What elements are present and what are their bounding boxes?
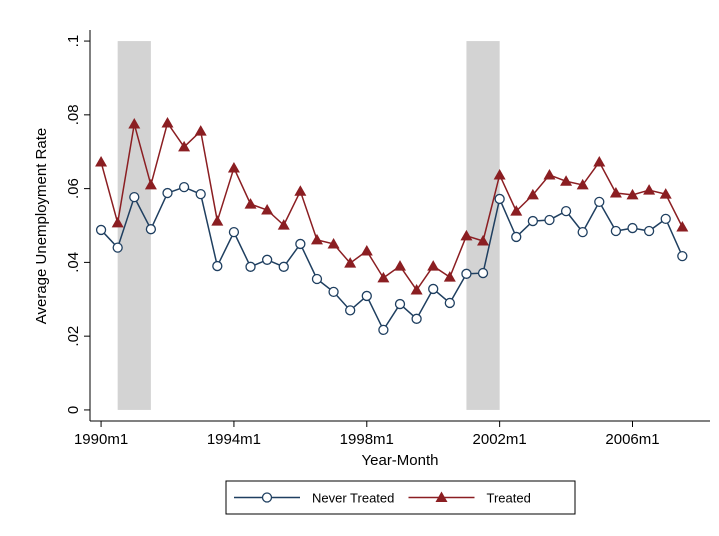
marker bbox=[377, 271, 390, 283]
marker bbox=[145, 224, 157, 235]
y-tick-label: .04 bbox=[65, 252, 82, 273]
y-tick-label: .06 bbox=[65, 178, 82, 199]
marker bbox=[443, 271, 456, 282]
marker bbox=[212, 260, 223, 272]
marker bbox=[544, 214, 555, 226]
marker bbox=[95, 156, 108, 167]
marker bbox=[261, 492, 273, 503]
marker bbox=[195, 188, 206, 200]
marker bbox=[328, 286, 339, 298]
marker bbox=[178, 181, 190, 193]
marker bbox=[594, 196, 605, 208]
marker bbox=[659, 188, 672, 199]
marker bbox=[394, 260, 406, 271]
marker bbox=[310, 233, 323, 245]
marker bbox=[410, 284, 423, 295]
marker bbox=[211, 215, 224, 226]
marker bbox=[278, 261, 289, 272]
y-tick-label: 0 bbox=[65, 406, 82, 414]
shaded-region bbox=[466, 41, 500, 410]
marker bbox=[261, 254, 273, 265]
marker bbox=[411, 313, 422, 324]
x-tick-label: 1998m1 bbox=[340, 431, 394, 448]
marker bbox=[277, 219, 290, 230]
marker bbox=[609, 187, 622, 198]
marker bbox=[228, 226, 240, 238]
marker bbox=[461, 268, 472, 279]
marker bbox=[244, 198, 257, 209]
marker bbox=[378, 324, 389, 336]
marker bbox=[428, 283, 439, 295]
x-axis-label: Year-Month bbox=[362, 452, 439, 469]
marker bbox=[676, 220, 689, 232]
marker bbox=[361, 290, 372, 302]
marker bbox=[344, 257, 357, 268]
x-tick-label: 2006m1 bbox=[605, 431, 659, 448]
marker bbox=[477, 267, 489, 279]
marker bbox=[345, 305, 356, 316]
marker bbox=[427, 260, 440, 271]
marker bbox=[245, 261, 256, 272]
marker bbox=[294, 185, 307, 196]
marker bbox=[511, 231, 522, 243]
marker bbox=[627, 222, 638, 234]
marker bbox=[144, 178, 157, 190]
marker bbox=[593, 156, 606, 167]
y-tick-label: .08 bbox=[65, 104, 82, 125]
y-tick-label: .02 bbox=[65, 326, 82, 347]
marker bbox=[435, 491, 448, 502]
marker bbox=[444, 297, 455, 309]
marker bbox=[162, 187, 173, 199]
marker bbox=[493, 168, 506, 180]
shaded-region bbox=[117, 41, 151, 410]
y-tick-label: .1 bbox=[65, 35, 82, 48]
marker bbox=[526, 188, 539, 200]
marker bbox=[560, 205, 572, 217]
marker bbox=[261, 204, 274, 215]
marker bbox=[527, 215, 539, 227]
marker bbox=[327, 237, 340, 249]
legend-label: Never Treated bbox=[312, 491, 394, 506]
marker bbox=[677, 250, 688, 262]
marker bbox=[543, 168, 556, 180]
x-tick-label: 1990m1 bbox=[74, 431, 128, 448]
marker bbox=[576, 178, 589, 190]
marker bbox=[360, 244, 373, 256]
marker bbox=[460, 229, 473, 241]
marker bbox=[111, 216, 124, 228]
marker bbox=[660, 213, 671, 225]
marker bbox=[643, 184, 656, 195]
marker bbox=[129, 191, 140, 203]
marker bbox=[128, 118, 141, 129]
marker bbox=[95, 224, 107, 236]
x-tick-label: 2002m1 bbox=[473, 431, 527, 448]
legend-label: Treated bbox=[487, 491, 531, 506]
marker bbox=[311, 273, 323, 285]
marker bbox=[626, 188, 639, 200]
marker bbox=[161, 116, 174, 128]
marker bbox=[178, 140, 191, 152]
x-tick-label: 1994m1 bbox=[207, 431, 261, 448]
y-axis-label: Average Unemployment Rate bbox=[33, 128, 50, 325]
marker bbox=[510, 205, 523, 216]
marker bbox=[643, 225, 655, 237]
marker bbox=[295, 238, 306, 250]
marker bbox=[577, 226, 588, 238]
marker bbox=[194, 125, 207, 136]
marker bbox=[227, 161, 240, 173]
marker bbox=[394, 298, 406, 310]
marker bbox=[112, 242, 123, 253]
marker bbox=[560, 175, 573, 186]
marker bbox=[477, 234, 490, 246]
marker bbox=[494, 193, 505, 205]
marker bbox=[610, 225, 622, 237]
